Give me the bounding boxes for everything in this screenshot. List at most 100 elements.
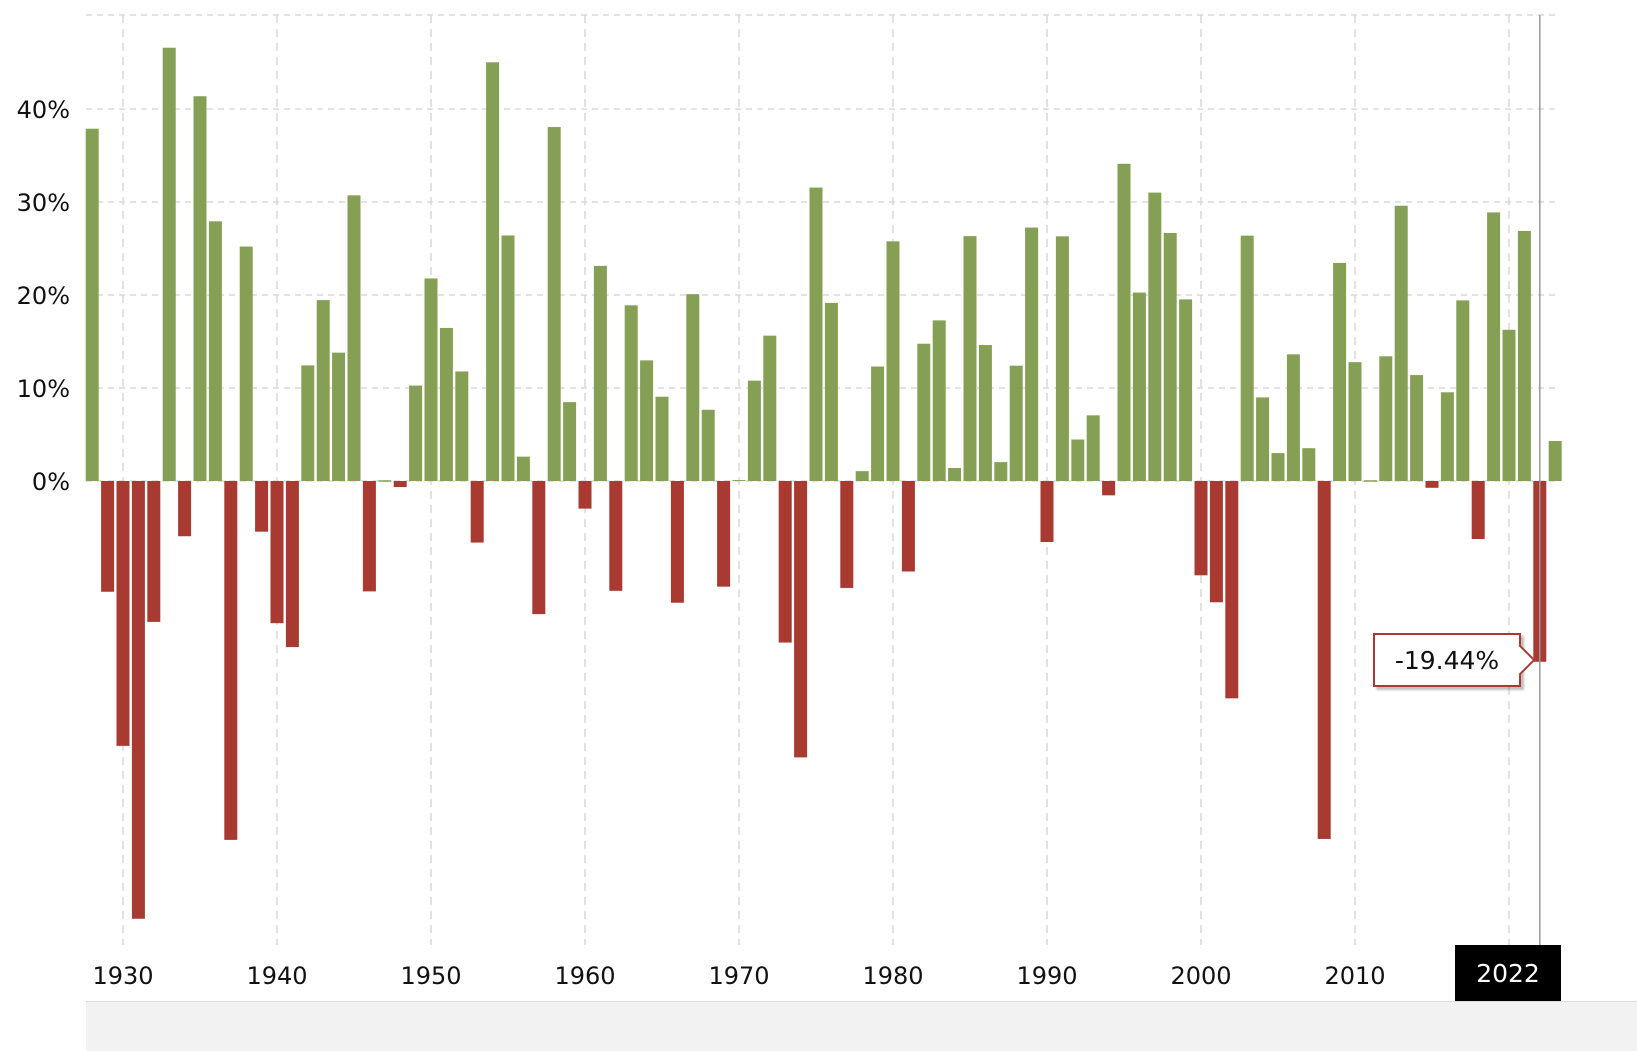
x-tick-label: 2010 [1324,962,1385,990]
axes: 0% 10% 20% 30% 40% 1930 1940 1950 1960 1970 1980 19… [17,15,1541,990]
bars [85,47,1562,919]
bar-1949 [409,385,423,481]
bar-2014 [1410,375,1424,481]
bar-1952 [455,371,469,481]
bar-1978 [855,471,869,481]
bar-1932 [147,481,161,622]
bar-1942 [301,365,315,481]
x-tick-label: 2000 [1170,962,1231,990]
bar-2012 [1379,356,1393,481]
bar-1996 [1132,292,1146,481]
bar-1969 [717,481,731,587]
bar-1998 [1163,232,1177,481]
bar-1965 [655,396,669,481]
bar-1985 [963,236,977,481]
chart-navigator-scrollbar[interactable] [86,1001,1637,1051]
hover-tooltip: -19.44% [1373,633,1521,687]
bar-2009 [1333,262,1347,481]
bar-2000 [1194,481,1208,576]
bar-1962 [609,481,623,591]
bar-1976 [824,302,838,481]
x-tick-label: 1990 [1016,962,1077,990]
bar-1929 [101,481,115,592]
bar-1951 [439,327,453,481]
bar-1975 [809,187,823,481]
bar-2011 [1363,480,1377,482]
bar-1961 [593,265,607,481]
bar-1928 [85,128,99,481]
bar-1994 [1102,481,1116,496]
crosshair-year-badge: 2022 [1455,945,1561,1001]
bar-1946 [362,481,376,592]
bar-1972 [763,335,777,481]
bar-1968 [701,409,715,481]
bar-1938 [239,246,253,481]
bar-1954 [486,62,500,482]
bar-1930 [116,481,130,746]
bar-2007 [1302,448,1316,481]
x-tick-label: 1960 [554,962,615,990]
x-tick-label: 1930 [92,962,153,990]
bar-1957 [532,481,546,615]
bar-1956 [516,456,530,481]
bar-1983 [932,320,946,481]
bar-1984 [948,467,962,481]
bar-2001 [1209,481,1223,603]
bar-1931 [131,481,145,919]
bar-1977 [840,481,854,588]
bar-1988 [1009,365,1023,481]
bar-2023 [1548,441,1562,481]
tooltip-value: -19.44% [1394,645,1500,675]
x-tick-label: 1950 [400,962,461,990]
bar-1992 [1071,439,1085,481]
bar-1999 [1179,299,1193,481]
bar-1993 [1086,415,1100,481]
bar-1971 [747,380,761,481]
bar-1941 [285,481,299,648]
bar-1935 [193,96,207,481]
y-tick-label: 0% [32,468,70,496]
bar-1947 [378,480,392,482]
bar-1943 [316,300,330,481]
x-tick-label: 1980 [862,962,923,990]
bar-1966 [670,481,684,603]
bar-2021 [1517,230,1531,481]
bar-1944 [332,352,346,481]
bar-1933 [162,47,176,481]
bar-2004 [1256,397,1270,481]
bar-1987 [994,462,1008,481]
bar-1958 [547,127,561,482]
bar-2005 [1271,453,1285,481]
bar-1945 [347,195,361,481]
bar-1955 [501,235,515,481]
bar-1980 [886,241,900,481]
x-tick-label: 1970 [708,962,769,990]
bar-1986 [978,345,992,481]
crosshair-year: 2022 [1476,958,1540,988]
bar-1989 [1025,227,1039,481]
bar-1960 [578,481,592,509]
x-tick-label: 1940 [246,962,307,990]
bar-1934 [178,481,192,537]
bar-1964 [640,360,654,481]
bar-2018 [1471,481,1485,540]
bar-2017 [1456,300,1470,481]
bar-1990 [1040,481,1054,543]
y-tick-label: 10% [17,375,70,403]
bar-1936 [208,221,222,481]
bar-1997 [1148,192,1162,481]
bar-1937 [224,481,238,840]
bar-2016 [1440,392,1454,481]
bar-2006 [1286,354,1300,481]
bar-1974 [794,481,808,758]
bar-1970 [732,480,746,481]
y-tick-label: 20% [17,282,70,310]
bar-1995 [1117,163,1131,482]
bar-1953 [470,481,484,543]
bar-2010 [1348,362,1362,481]
bar-1973 [778,481,792,643]
bar-2003 [1240,235,1254,481]
bar-1982 [917,343,931,481]
bar-1939 [255,481,269,532]
